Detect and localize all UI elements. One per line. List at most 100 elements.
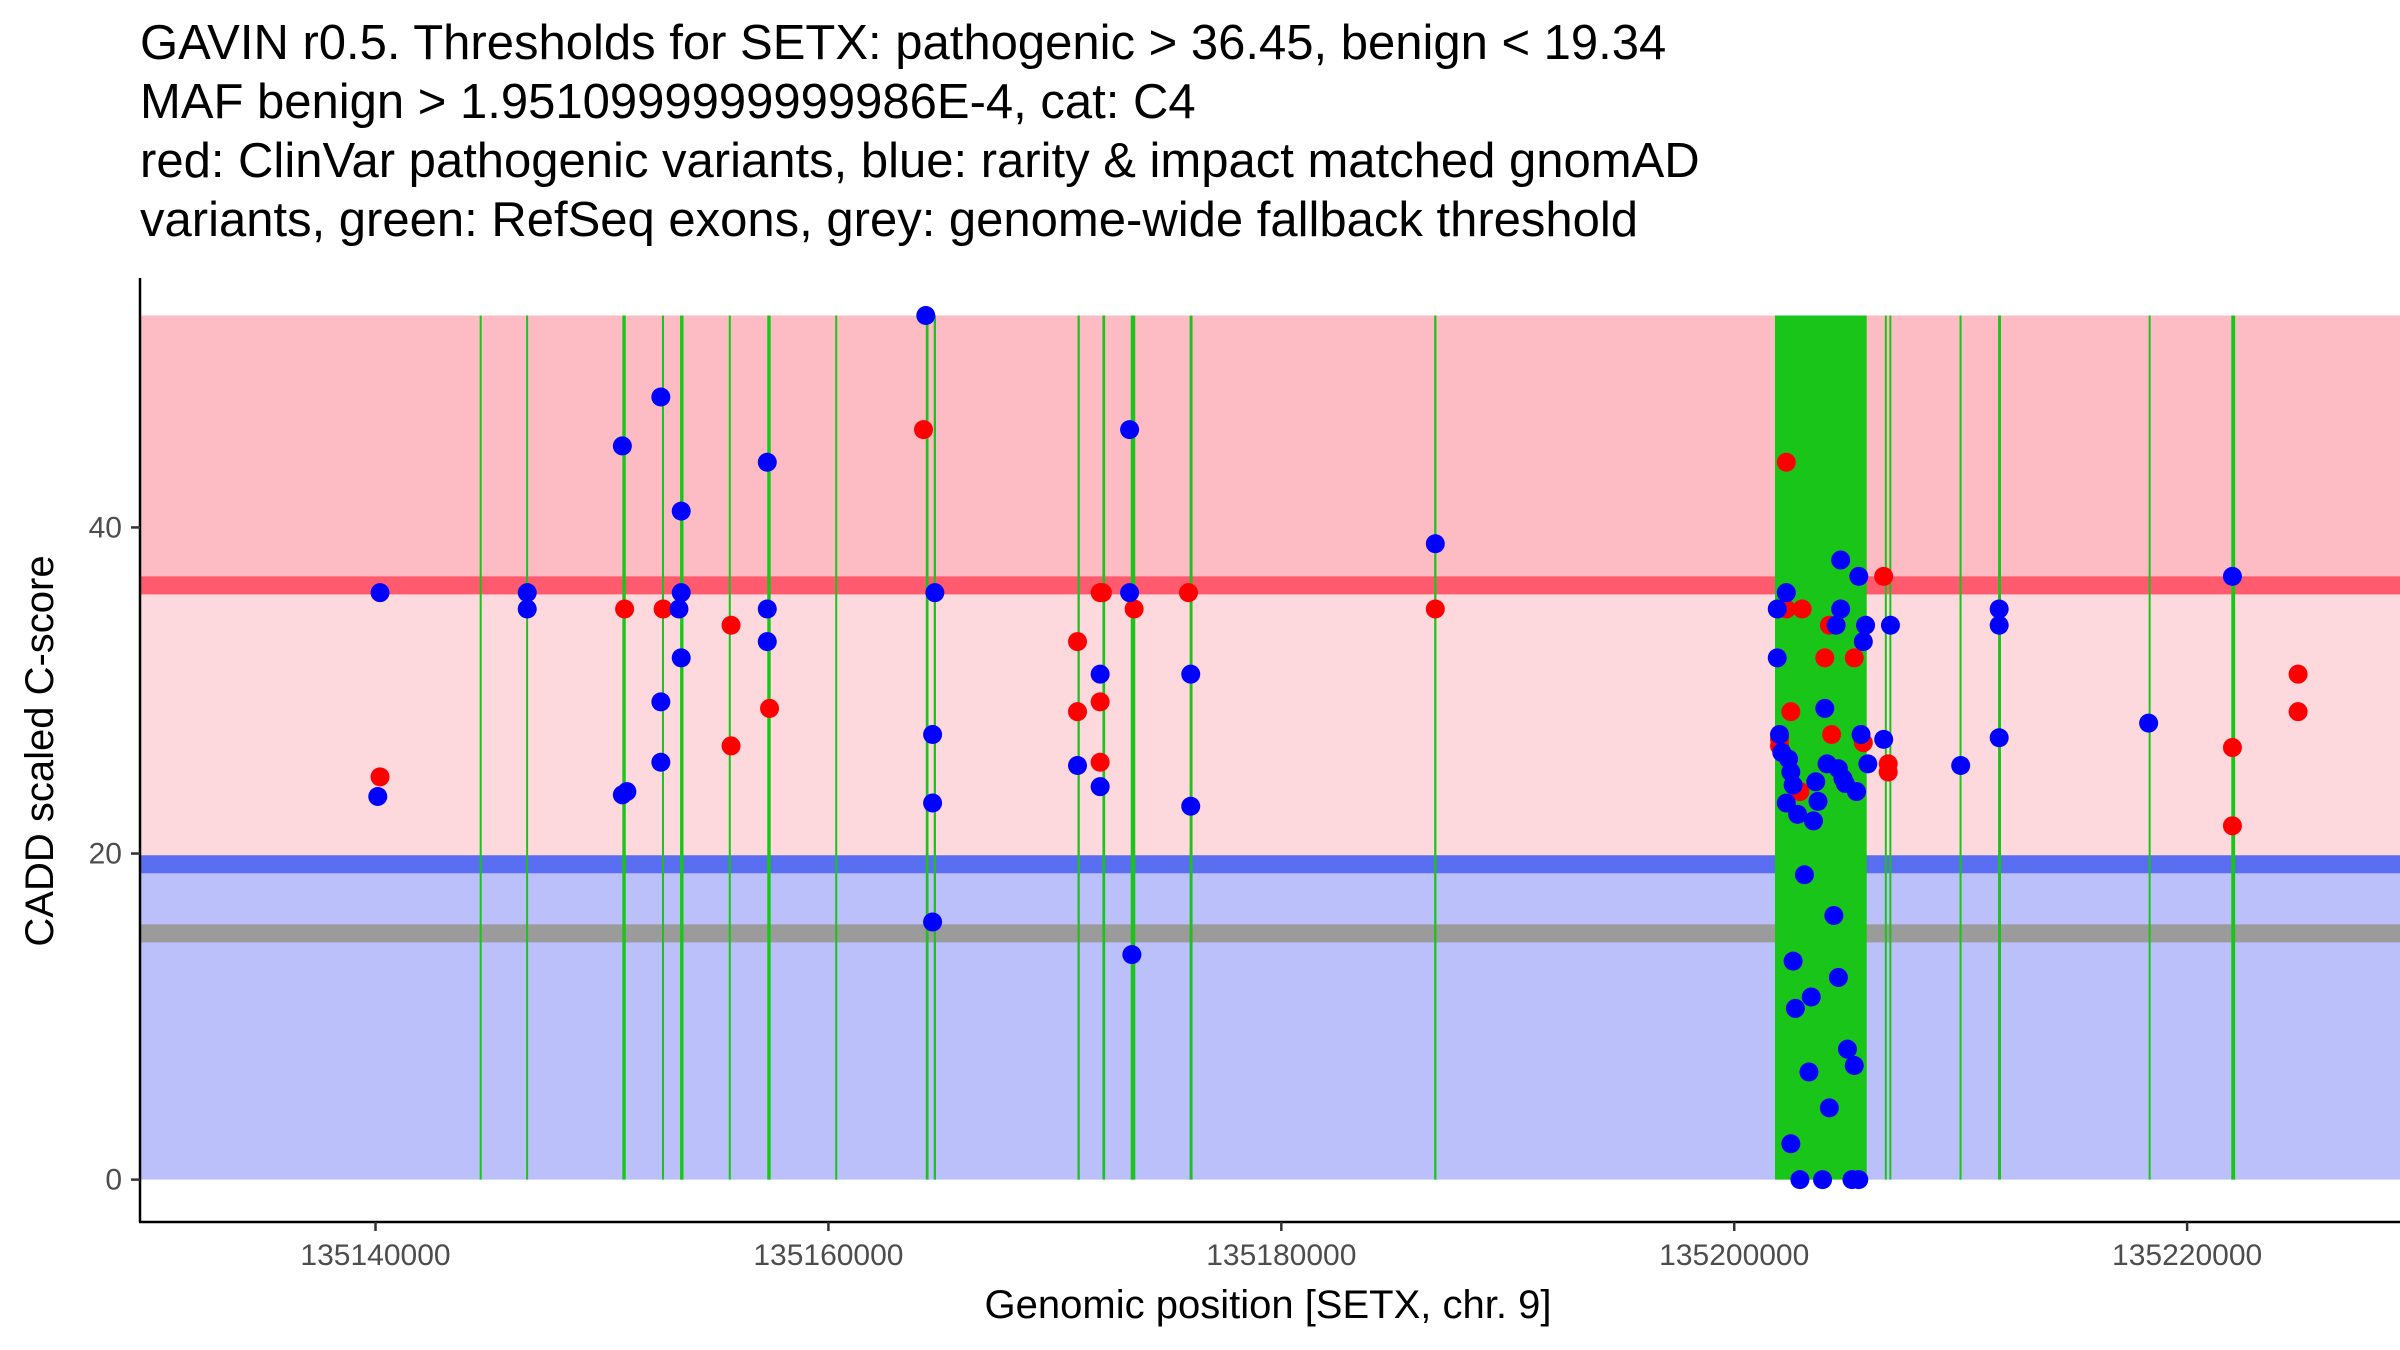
exon-line [2148,315,2151,1180]
gnomad-point [1828,967,1848,987]
gnomad-point [1849,566,1869,586]
clinvar-point [1776,452,1796,472]
gnomad-point [1120,420,1140,440]
chart-title: GAVIN r0.5. Thresholds for SETX: pathoge… [140,14,2380,250]
gnomad-point [1781,1134,1801,1154]
x-tick-label: 135200000 [1659,1239,1809,1272]
clinvar-point [1781,702,1801,722]
gnomad-point [1425,534,1445,554]
gnomad-point [1989,728,2009,748]
gnomad-point [671,501,691,521]
exon-line [1889,315,1892,1180]
clinvar-point [1178,583,1198,603]
exon-line [1959,315,1962,1180]
gnomad-point [1824,905,1844,925]
exon-line [1998,315,2001,1180]
gnomad-point [1819,1098,1839,1118]
exon-line [526,315,529,1180]
gnomad-point [368,786,388,806]
gnomad-point [1790,1170,1810,1190]
exon-line [1189,315,1193,1180]
gnomad-point [651,387,671,407]
gnomad-point [370,583,390,603]
gnomad-point [517,583,537,603]
gnomad-point [1951,755,1971,775]
exon-line [925,315,929,1180]
clinvar-point [1068,632,1088,652]
gnomad-point [923,725,943,745]
gnomad-point [1831,599,1851,619]
gnomad-point [1767,648,1787,668]
gnomad-point [2139,713,2159,733]
clinvar-point [914,420,934,440]
gnomad-point [757,452,777,472]
exon-line [933,315,936,1180]
gnomad-point [1090,777,1110,797]
gnomad-point [1068,755,1088,775]
gnomad-point [923,912,943,932]
gnomad-point [1847,782,1867,802]
gnomad-point [2222,566,2242,586]
y-tick-label: 40 [89,511,122,544]
gnomad-point [1767,599,1787,619]
axes [138,278,2400,1224]
clinvar-point [721,615,741,635]
exon-line [767,315,771,1180]
variant-points [368,305,2308,1190]
gnomad-point [671,648,691,668]
gnomad-point [1808,791,1828,811]
clinvar-point [1792,599,1812,619]
y-tick-label: 20 [89,838,122,871]
gnomad-point [1806,772,1826,792]
gnomad-point [1181,664,1201,684]
uncertain-region [140,585,2400,865]
gnomad-point [612,436,632,456]
exon-line [680,315,684,1180]
exon-line [1102,315,1106,1180]
exon-line [1077,315,1080,1180]
y-ticks: 0 20 40 [89,511,140,1197]
gnomad-point [1858,754,1878,774]
gnomad-point [1090,664,1110,684]
gnomad-point [1826,615,1846,635]
clinvar-point [1068,702,1088,722]
x-ticks: 135140000 135160000 135180000 135200000 1352… [300,1222,2262,1272]
threshold-regions [140,315,2400,1180]
clinvar-point [721,736,741,756]
gnomad-point [1181,796,1201,816]
clinvar-point [1815,648,1835,668]
gnomad-point [1831,550,1851,570]
gnomad-point [1813,1170,1833,1190]
clinvar-point [2222,738,2242,758]
gnomad-point [1120,583,1140,603]
gnomad-point [1770,725,1790,745]
clinvar-point [1878,762,1898,782]
clinvar-point [370,767,390,787]
clinvar-point [1092,583,1112,603]
gnomad-point [1880,615,1900,635]
gnomad-point [1785,998,1805,1018]
clinvar-point [1425,599,1445,619]
gnomad-point [617,782,637,802]
title-line-3: red: ClinVar pathogenic variants, blue: … [140,134,1700,188]
title-line-1: GAVIN r0.5. Thresholds for SETX: pathoge… [140,16,1667,70]
clinvar-point [1822,725,1842,745]
title-line-2: MAF benign > 1.9510999999999986E-4, cat:… [140,75,1196,129]
gnomad-point [1856,615,1876,635]
x-tick-label: 135180000 [1206,1239,1356,1272]
gnomad-point [1844,1055,1864,1075]
gnomad-point [1874,729,1894,749]
clinvar-point [2288,702,2308,722]
clinvar-point [2288,664,2308,684]
gnomad-point [923,793,943,813]
clinvar-point [1874,566,1894,586]
gnomad-point [671,583,691,603]
exon-line [835,315,838,1180]
y-tick-label: 0 [105,1164,122,1197]
gnomad-point [1989,615,2009,635]
gnomad-point [1851,725,1871,745]
x-tick-label: 135140000 [300,1239,450,1272]
x-tick-label: 135220000 [2112,1239,2262,1272]
gnomad-point [925,583,945,603]
